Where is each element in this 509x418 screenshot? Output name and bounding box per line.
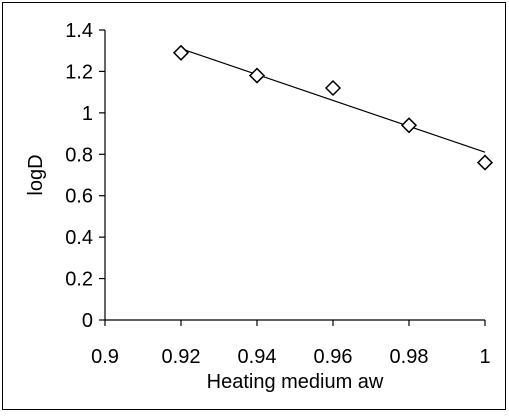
axes bbox=[104, 30, 485, 321]
x-tick-label: 0.94 bbox=[238, 346, 277, 368]
data-point bbox=[172, 44, 190, 61]
x-tick-label: 0.9 bbox=[91, 346, 119, 368]
trendline-group bbox=[180, 48, 486, 153]
data-points bbox=[172, 44, 494, 171]
y-tick-label: 0.2 bbox=[65, 269, 93, 291]
y-tick-label: 1.2 bbox=[65, 61, 93, 83]
x-tick-label: 1 bbox=[479, 346, 490, 368]
tick-labels: 0 0.2 0.4 0.6 0.8 1 1.2 1.4 0.9 0.92 0.94 0.96 0.98 1 bbox=[65, 20, 490, 368]
trendline bbox=[180, 48, 486, 153]
data-point bbox=[248, 67, 266, 84]
y-tick-label: 0.8 bbox=[65, 144, 93, 166]
x-tick-label: 0.92 bbox=[162, 346, 201, 368]
data-point bbox=[400, 117, 418, 134]
y-tick-label: 0.4 bbox=[65, 227, 93, 249]
x-axis-title: Heating medium aw bbox=[207, 371, 384, 393]
data-point bbox=[324, 79, 342, 97]
x-tick-label: 0.98 bbox=[390, 346, 429, 368]
y-tick-label: 1.4 bbox=[65, 20, 93, 42]
data-point bbox=[476, 154, 494, 171]
y-tick-label: 0.6 bbox=[65, 186, 93, 208]
y-axis-title: logD bbox=[25, 154, 47, 195]
y-tick-label: 1 bbox=[82, 103, 93, 125]
tick-marks bbox=[99, 29, 486, 326]
chart-border bbox=[2, 2, 506, 410]
x-tick-label: 0.96 bbox=[314, 346, 353, 368]
y-tick-label: 0 bbox=[82, 310, 93, 332]
